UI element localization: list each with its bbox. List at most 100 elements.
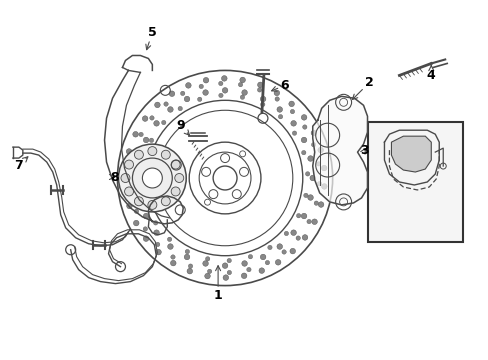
Circle shape xyxy=(222,263,227,269)
Circle shape xyxy=(239,151,245,157)
Text: 7: 7 xyxy=(15,157,28,172)
Circle shape xyxy=(197,97,202,102)
Circle shape xyxy=(186,268,192,274)
Circle shape xyxy=(248,255,252,259)
Circle shape xyxy=(170,260,176,266)
Circle shape xyxy=(301,150,305,155)
Circle shape xyxy=(311,143,315,147)
Circle shape xyxy=(278,114,282,119)
Circle shape xyxy=(260,254,265,260)
Circle shape xyxy=(169,91,174,96)
Circle shape xyxy=(140,180,144,184)
Circle shape xyxy=(318,202,323,207)
Circle shape xyxy=(311,219,317,225)
Circle shape xyxy=(301,114,306,120)
Circle shape xyxy=(163,102,168,106)
Circle shape xyxy=(143,227,147,231)
Circle shape xyxy=(142,158,146,163)
Circle shape xyxy=(203,90,208,95)
Circle shape xyxy=(276,244,282,249)
Circle shape xyxy=(167,244,173,249)
Circle shape xyxy=(321,165,326,171)
Circle shape xyxy=(240,95,244,99)
Circle shape xyxy=(126,149,132,154)
Circle shape xyxy=(133,131,138,137)
Circle shape xyxy=(307,156,313,161)
Circle shape xyxy=(142,116,147,121)
Circle shape xyxy=(274,97,279,101)
Circle shape xyxy=(267,245,272,249)
Circle shape xyxy=(167,107,173,112)
Circle shape xyxy=(317,147,323,153)
Circle shape xyxy=(301,213,306,219)
Text: 3: 3 xyxy=(360,144,368,157)
Circle shape xyxy=(290,230,296,235)
Circle shape xyxy=(259,268,264,273)
Circle shape xyxy=(257,82,263,87)
Circle shape xyxy=(220,154,229,163)
Circle shape xyxy=(170,255,175,259)
Circle shape xyxy=(185,82,191,88)
Circle shape xyxy=(288,101,294,107)
Circle shape xyxy=(144,201,148,206)
Circle shape xyxy=(203,77,208,83)
Circle shape xyxy=(143,236,148,242)
Text: 8: 8 xyxy=(109,171,119,184)
Circle shape xyxy=(149,138,153,143)
Circle shape xyxy=(232,190,241,199)
Text: 9: 9 xyxy=(176,119,189,135)
Circle shape xyxy=(207,269,211,274)
Circle shape xyxy=(155,249,161,255)
Circle shape xyxy=(302,125,306,129)
Circle shape xyxy=(121,174,130,183)
Circle shape xyxy=(241,90,247,95)
Circle shape xyxy=(241,261,247,266)
Circle shape xyxy=(137,195,142,200)
Circle shape xyxy=(289,248,295,254)
Circle shape xyxy=(313,201,318,205)
Circle shape xyxy=(178,106,182,111)
Circle shape xyxy=(275,260,281,265)
Circle shape xyxy=(296,213,300,218)
Circle shape xyxy=(199,84,203,89)
Circle shape xyxy=(184,254,189,260)
Circle shape xyxy=(238,82,242,87)
Circle shape xyxy=(143,137,148,143)
Circle shape xyxy=(118,144,186,212)
Circle shape xyxy=(167,237,171,242)
Text: 1: 1 xyxy=(213,266,222,302)
Circle shape xyxy=(123,185,128,191)
Circle shape xyxy=(241,273,246,279)
Circle shape xyxy=(239,77,245,83)
Circle shape xyxy=(155,242,160,247)
Circle shape xyxy=(149,116,154,120)
Circle shape xyxy=(276,107,282,112)
Circle shape xyxy=(221,76,226,81)
Circle shape xyxy=(188,264,192,268)
Circle shape xyxy=(260,102,264,107)
Circle shape xyxy=(290,121,296,126)
Circle shape xyxy=(204,273,210,279)
Circle shape xyxy=(213,166,237,190)
Circle shape xyxy=(161,120,165,125)
Circle shape xyxy=(273,90,279,96)
Circle shape xyxy=(153,121,159,126)
Circle shape xyxy=(246,267,251,272)
Circle shape xyxy=(223,275,228,280)
Circle shape xyxy=(260,96,265,102)
Circle shape xyxy=(282,250,285,254)
Circle shape xyxy=(161,197,170,206)
Circle shape xyxy=(305,172,309,176)
Circle shape xyxy=(227,270,231,275)
Circle shape xyxy=(142,168,162,188)
Circle shape xyxy=(137,156,142,161)
Circle shape xyxy=(174,174,183,183)
Circle shape xyxy=(147,147,157,156)
Text: 6: 6 xyxy=(271,79,288,92)
Circle shape xyxy=(303,193,307,198)
Polygon shape xyxy=(312,96,367,205)
Circle shape xyxy=(128,170,133,175)
Circle shape xyxy=(153,221,158,225)
Circle shape xyxy=(139,132,143,137)
Circle shape xyxy=(306,219,311,224)
